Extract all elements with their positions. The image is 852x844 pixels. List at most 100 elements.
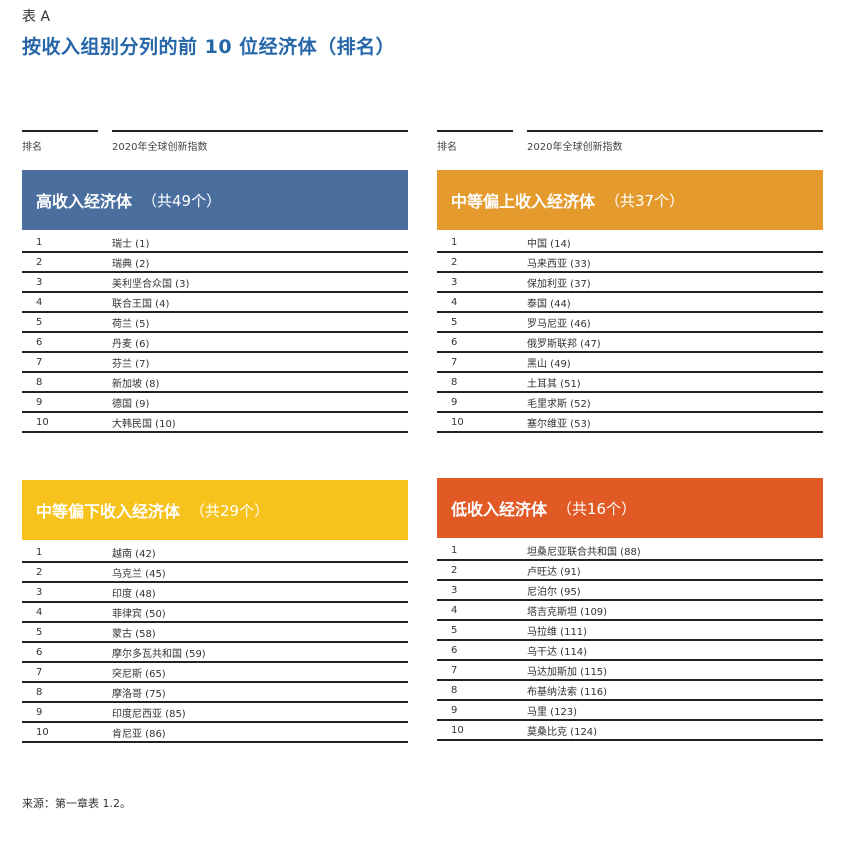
table-row: 6 丹麦 (6) [22,333,408,353]
rank-cell: 8 [36,376,43,388]
economy-cell: 罗马尼亚 (46) [527,318,591,330]
economy-cell: 坦桑尼亚联合共和国 (88) [527,546,641,558]
rank-cell: 1 [36,236,43,248]
table-row: 10 塞尔维亚 (53) [437,413,823,433]
group-low-income: 低收入经济体 （共16个） 1 坦桑尼亚联合共和国 (88) 2 卢旺达 (91) … [437,478,823,741]
table-row: 3 美利坚合众国 (3) [22,273,408,293]
economy-cell: 马拉维 (111) [527,626,588,638]
economy-cell: 马来西亚 (33) [527,258,591,270]
table-row: 5 荷兰 (5) [22,313,408,333]
group-title: 中等偏上收入经济体 [451,192,596,211]
table-row: 10 莫桑比克 (124) [437,721,823,741]
table-row: 7 马达加斯加 (115) [437,661,823,681]
rank-cell: 2 [451,256,458,268]
rank-cell: 4 [451,296,458,308]
source-note: 来源：第一章表 1.2。 [22,797,131,810]
group-count: （共29个） [190,501,270,520]
group-header: 中等偏下收入经济体 （共29个） [22,480,408,540]
economy-cell: 尼泊尔 (95) [527,586,581,598]
rank-cell: 1 [36,546,43,558]
economy-cell: 莫桑比克 (124) [527,726,598,738]
economy-cell: 大韩民国 (10) [112,418,176,430]
economy-cell: 黑山 (49) [527,358,571,370]
table-row: 1 中国 (14) [437,233,823,253]
table-row: 3 保加利亚 (37) [437,273,823,293]
group-title: 高收入经济体 [36,192,133,211]
column-header-left: 排名 2020年全球创新指数 [22,130,408,154]
table-row: 9 马里 (123) [437,701,823,721]
rank-cell: 2 [36,566,43,578]
rank-cell: 5 [36,316,43,328]
economy-cell: 乌克兰 (45) [112,568,166,580]
economy-cell: 突尼斯 (65) [112,668,166,680]
economy-cell: 毛里求斯 (52) [527,398,591,410]
group-title: 中等偏下收入经济体 [36,502,181,521]
rank-cell: 3 [36,586,43,598]
rank-cell: 10 [36,416,49,428]
rank-cell: 4 [36,296,43,308]
page-title: 按收入组别分列的前 10 位经济体（排名） [22,36,396,58]
rank-cell: 5 [451,316,458,328]
group-title: 低收入经济体 [451,500,548,519]
economy-cell: 联合王国 (4) [112,298,170,310]
rank-cell: 8 [36,686,43,698]
table-row: 6 摩尔多瓦共和国 (59) [22,643,408,663]
economy-cell: 保加利亚 (37) [527,278,591,290]
table-row: 1 越南 (42) [22,543,408,563]
group-rows: 1 瑞士 (1) 2 瑞典 (2) 3 美利坚合众国 (3) 4 联合王国 (4) 5 荷… [22,233,408,433]
economy-cell: 摩尔多瓦共和国 (59) [112,648,206,660]
group-upper-middle-income: 中等偏上收入经济体 （共37个） 1 中国 (14) 2 马来西亚 (33) 3 保加… [437,170,823,433]
economy-cell: 马里 (123) [527,706,578,718]
table-row: 4 泰国 (44) [437,293,823,313]
group-high-income: 高收入经济体 （共49个） 1 瑞士 (1) 2 瑞典 (2) 3 美利坚合众国 (3… [22,170,408,433]
table-row: 1 瑞士 (1) [22,233,408,253]
economy-cell: 土耳其 (51) [527,378,581,390]
rank-cell: 3 [451,584,458,596]
table-row: 5 罗马尼亚 (46) [437,313,823,333]
rank-cell: 2 [451,564,458,576]
economy-cell: 塔吉克斯坦 (109) [527,606,608,618]
group-count: （共37个） [605,191,685,210]
economy-cell: 乌干达 (114) [527,646,588,658]
table-row: 5 马拉维 (111) [437,621,823,641]
economy-cell: 印度尼西亚 (85) [112,708,186,720]
table-row: 2 乌克兰 (45) [22,563,408,583]
group-count: （共49个） [142,191,222,210]
table-row: 9 印度尼西亚 (85) [22,703,408,723]
table-row: 8 土耳其 (51) [437,373,823,393]
economy-cell: 卢旺达 (91) [527,566,581,578]
rank-cell: 10 [451,416,464,428]
table-row: 10 大韩民国 (10) [22,413,408,433]
economy-cell: 蒙古 (58) [112,628,156,640]
table-row: 6 乌干达 (114) [437,641,823,661]
table-row: 9 德国 (9) [22,393,408,413]
economy-cell: 丹麦 (6) [112,338,150,350]
rank-cell: 1 [451,236,458,248]
rank-cell: 5 [36,626,43,638]
table-row: 2 卢旺达 (91) [437,561,823,581]
rank-cell: 6 [36,336,43,348]
index-column-label: 2020年全球创新指数 [112,130,408,153]
economy-cell: 马达加斯加 (115) [527,666,608,678]
economy-cell: 瑞士 (1) [112,238,150,250]
group-rows: 1 坦桑尼亚联合共和国 (88) 2 卢旺达 (91) 3 尼泊尔 (95) 4 塔吉克… [437,541,823,741]
economy-cell: 菲律宾 (50) [112,608,166,620]
rank-cell: 1 [451,544,458,556]
rank-cell: 9 [36,706,43,718]
rank-cell: 9 [451,704,458,716]
table-row: 6 俄罗斯联邦 (47) [437,333,823,353]
rank-cell: 9 [36,396,43,408]
rank-cell: 7 [451,664,458,676]
rank-cell: 2 [36,256,43,268]
rank-cell: 8 [451,376,458,388]
economy-cell: 摩洛哥 (75) [112,688,166,700]
table-row: 8 新加坡 (8) [22,373,408,393]
rank-column-label: 排名 [22,130,98,153]
economy-cell: 越南 (42) [112,548,156,560]
table-label: 表 A [22,9,51,25]
rank-cell: 7 [36,666,43,678]
economy-cell: 肯尼亚 (86) [112,728,166,740]
column-header-right: 排名 2020年全球创新指数 [437,130,823,154]
economy-cell: 德国 (9) [112,398,150,410]
group-header: 中等偏上收入经济体 （共37个） [437,170,823,230]
